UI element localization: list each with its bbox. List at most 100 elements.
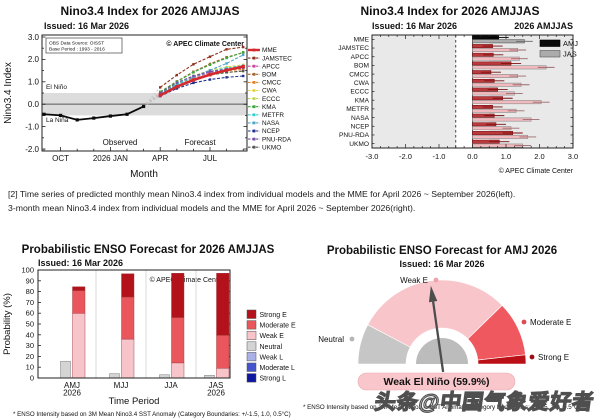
series-marker-KMA — [208, 63, 212, 66]
legend-label: PNU-RDA — [262, 136, 292, 143]
legend-marker — [252, 48, 256, 52]
legend-label: NASA — [262, 120, 280, 127]
obs-source-text: OBS Data Source: OISST — [49, 41, 104, 47]
gauge-segment-strong-e — [477, 354, 527, 365]
bar-weak-e — [121, 338, 135, 379]
y-tick-label: 3.0 — [28, 33, 40, 42]
legend-label: Strong L — [260, 376, 287, 383]
gauge-label-weak-e: Weak E — [400, 276, 428, 285]
x-tick-label: 0.0 — [467, 152, 477, 161]
legend-swatch-amj — [539, 39, 561, 47]
bar-jas-NASA — [472, 117, 532, 122]
obs-source-box — [45, 37, 123, 54]
series-marker-JAMSTEC — [159, 86, 162, 89]
model-bars-credit: © APEC Climate Center — [499, 167, 574, 175]
series-line-MME — [159, 65, 244, 97]
y-tick-label: 30 — [26, 341, 34, 350]
series-marker-NASA — [175, 83, 178, 87]
series-marker-UKMO — [242, 69, 245, 73]
bar-neutral — [109, 373, 120, 379]
model-label: ECCC — [350, 89, 369, 96]
prob-bars-footnote: * ENSO Intensity based on 3M Mean Nino3.… — [13, 411, 291, 418]
bar-moderate-e — [171, 317, 185, 364]
y-tick-label: 1.0 — [28, 78, 40, 87]
legend-swatch-weak-l — [246, 352, 257, 362]
series-marker-JAMSTEC — [208, 55, 212, 58]
bar-weak-e — [72, 313, 86, 379]
series-marker-MME — [241, 64, 245, 69]
series-marker-PNU-RDA — [192, 74, 195, 78]
legend-label-jas: JAS — [563, 50, 577, 59]
gauge-label-strong-e: Strong E — [538, 353, 569, 362]
series-marker-KMA — [242, 51, 245, 54]
gauge-needle-arrowhead — [428, 285, 438, 303]
x-tick-label: OCT — [52, 154, 69, 163]
model-label: APCC — [351, 54, 370, 61]
series-marker-JAMSTEC — [175, 73, 178, 77]
timeseries-issued: Issued: 16 Mar 2026 — [44, 21, 129, 31]
x-tick-label: 1.0 — [501, 152, 511, 161]
timeseries-title: Nino3.4 Index for 2026 AMJJAS — [61, 4, 240, 18]
series-marker-METFR — [225, 66, 228, 70]
series-line-UKMO — [159, 70, 244, 96]
legend-label: UKMO — [262, 144, 281, 151]
figure-caption: [2] Time series of predicted monthly mea… — [8, 188, 594, 215]
plot-border — [37, 269, 231, 379]
caption-line-2: 3-month mean Nino3.4 index from individu… — [8, 202, 416, 213]
x-category-label: JJA — [164, 381, 178, 390]
bar-moderate-e — [121, 296, 135, 340]
series-marker-KMA — [225, 56, 228, 60]
legend-label: Moderate L — [260, 365, 296, 372]
series-line-JAMSTEC — [159, 46, 244, 88]
legend-label: BOM — [262, 72, 277, 79]
legend-label: CWA — [262, 88, 277, 95]
bar-moderate-e — [72, 290, 86, 314]
legend-swatch-weak-e — [246, 330, 257, 340]
model-label: NASA — [351, 115, 370, 122]
series-marker-MME — [158, 93, 162, 97]
bar-weak-e — [216, 368, 230, 379]
legend-marker — [252, 97, 256, 100]
gauge-needle — [431, 301, 445, 373]
model-label: CWA — [354, 80, 370, 87]
gauge-label-moderate-e: Moderate E — [530, 318, 571, 327]
observed-marker — [125, 112, 129, 116]
y-tick-label: 0 — [30, 374, 34, 383]
legend-label: Strong E — [260, 312, 288, 319]
prob-bars-title: Probabilistic ENSO Forecast for 2026 AMJ… — [22, 244, 275, 256]
bar-strong-e — [121, 273, 135, 298]
neutral-dot-icon — [349, 336, 355, 342]
series-marker-NASA — [208, 68, 212, 72]
observed-marker — [142, 104, 146, 109]
model-label: METFR — [346, 106, 369, 113]
fan-line — [143, 92, 161, 107]
fan-line — [143, 87, 161, 107]
series-marker-PNU-RDA — [208, 70, 212, 73]
y-tick-label: 20 — [26, 352, 34, 361]
series-line-METFR — [159, 65, 244, 94]
gauge-result-label: Weak El Niño (59.9%) — [383, 376, 489, 388]
model-bars-season: 2026 AMJJAS — [514, 21, 573, 31]
series-marker-NCEP — [175, 87, 178, 90]
legend-marker — [252, 89, 256, 92]
timeseries-credit: © APEC Climate Center — [166, 40, 244, 48]
legend-label: CMCC — [262, 80, 282, 87]
legend-label: METFR — [262, 112, 284, 119]
series-marker-MME — [191, 78, 196, 82]
bar-neutral — [60, 360, 71, 379]
legend-marker — [252, 129, 256, 133]
legend-marker — [252, 145, 256, 149]
legend-marker — [252, 72, 256, 76]
legend-marker — [252, 81, 256, 84]
model-label: JAMSTEC — [338, 45, 369, 52]
series-marker-JAMSTEC — [192, 63, 195, 66]
timeseries-ylabel: Nino3.4 Index — [3, 62, 14, 124]
bar-moderate-e — [216, 335, 230, 369]
series-marker-NCEP — [208, 78, 212, 81]
series-marker-CMCC — [242, 68, 245, 71]
model-bars-issued: Issued: 16 Mar 2026 — [372, 21, 457, 31]
model-label: NCEP — [351, 123, 370, 130]
y-tick-label: 2.0 — [28, 55, 40, 64]
